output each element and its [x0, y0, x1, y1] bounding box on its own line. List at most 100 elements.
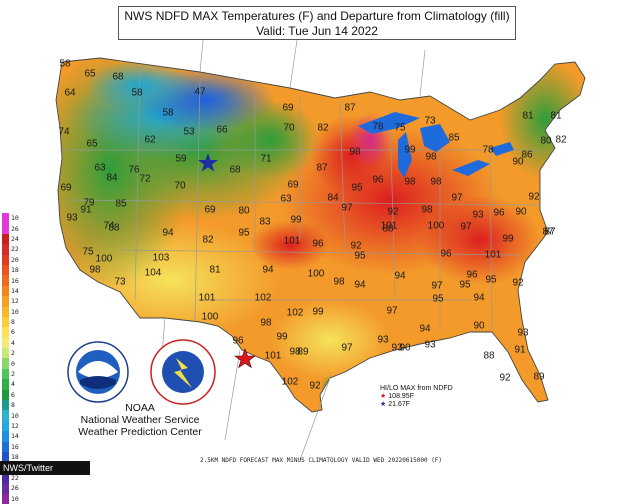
- agency-line2: National Weather Service: [80, 414, 200, 426]
- agency-line3: Weather Prediction Center: [78, 426, 202, 438]
- city-temp-label: 85: [115, 198, 127, 210]
- legend-swatch: [2, 254, 9, 265]
- city-temp-label: 96: [493, 207, 505, 219]
- city-temp-label: 101: [198, 292, 216, 304]
- city-temp-label: 87: [544, 226, 556, 238]
- city-temp-label: 66: [216, 124, 228, 136]
- city-temp-label: 87: [316, 162, 328, 174]
- legend-row: 14: [2, 285, 28, 297]
- legend-row: 12: [2, 420, 28, 432]
- city-temp-label: 99: [404, 144, 416, 156]
- legend-swatch: [2, 493, 9, 504]
- legend-label: 26: [11, 484, 19, 493]
- hilo-box: HI/LO MAX from NDFD ★ 108.95F ★ 21.67F: [380, 385, 453, 409]
- city-temp-label: 91: [514, 344, 526, 356]
- city-temp-label: 69: [287, 179, 299, 191]
- city-temp-label: 92: [528, 191, 540, 203]
- city-temp-label: 89: [533, 371, 545, 383]
- city-temp-label: 93: [424, 339, 436, 351]
- city-temp-label: 90: [515, 206, 527, 218]
- city-temp-label: 102: [281, 376, 299, 388]
- city-temp-label: 100: [427, 220, 445, 232]
- city-temp-label: 98: [260, 317, 272, 329]
- city-temp-label: 101: [380, 220, 398, 232]
- city-temp-label: 69: [204, 204, 216, 216]
- city-temp-label: 75: [82, 246, 94, 258]
- legend-label: 12: [11, 297, 19, 306]
- legend-swatch: [2, 275, 9, 286]
- legend-row: 0: [2, 358, 28, 369]
- legend-row: 4: [2, 379, 28, 390]
- city-temp-label: 70: [174, 180, 186, 192]
- legend-row: 2: [2, 348, 28, 359]
- legend-label: 22: [11, 473, 19, 482]
- legend-swatch: [2, 306, 9, 317]
- legend-swatch: [2, 368, 9, 380]
- city-temp-label: 81: [550, 110, 562, 122]
- city-temp-label: 90: [512, 156, 524, 168]
- city-temp-label: 101: [484, 249, 502, 261]
- legend-label: 8: [11, 318, 15, 327]
- credit-label: NWS/Twitter: [0, 461, 90, 475]
- city-temp-label: 81: [522, 110, 534, 122]
- hilo-low-value: 21.67F: [388, 401, 411, 408]
- agency-line1: NOAA: [125, 402, 155, 414]
- city-temp-label: 75: [394, 122, 406, 134]
- legend-swatch: [2, 296, 9, 307]
- city-temp-label: 47: [194, 86, 206, 98]
- legend-label: 10: [11, 494, 19, 503]
- city-temp-label: 58: [131, 87, 143, 99]
- legend-label: 8: [11, 401, 15, 410]
- legend-row: 8: [2, 316, 28, 328]
- city-temp-label: 96: [466, 269, 478, 281]
- legend-swatch: [2, 264, 9, 276]
- city-temp-label: 88: [483, 350, 495, 362]
- hilo-low-row: ★ 21.67F: [380, 401, 453, 409]
- city-temp-label: 97: [460, 221, 472, 233]
- city-temp-label: 99: [276, 331, 288, 343]
- legend-swatch: [2, 285, 9, 297]
- legend-swatch: [2, 410, 9, 421]
- legend-row: 20: [2, 254, 28, 265]
- city-temp-label: 89: [297, 346, 309, 358]
- legend-swatch: [2, 337, 9, 349]
- legend-row: 6: [2, 389, 28, 401]
- map-title: NWS NDFD MAX Temperatures (F) and Depart…: [118, 6, 516, 40]
- city-temp-label: 104: [144, 267, 162, 279]
- great-lakes: [358, 112, 514, 178]
- city-temp-label: 71: [260, 153, 272, 165]
- legend-label: 12: [11, 422, 19, 430]
- city-temp-label: 86: [521, 149, 533, 161]
- legend-row: 8: [2, 400, 28, 411]
- city-temp-label: 102: [254, 292, 272, 304]
- city-temp-label: 95: [485, 274, 497, 286]
- city-temp-label: 94: [473, 292, 485, 304]
- city-temp-label: 90: [473, 320, 485, 332]
- city-temp-label: 98: [89, 264, 101, 276]
- legend-label: 14: [11, 432, 19, 441]
- city-temp-label: 102: [286, 307, 304, 319]
- city-temp-label: 92: [350, 240, 362, 252]
- city-temp-label: 80: [238, 205, 250, 217]
- legend-label: 4: [11, 380, 15, 389]
- city-temp-label: 100: [95, 253, 113, 265]
- city-temp-label: 59: [175, 153, 187, 165]
- city-temp-label: 98: [430, 176, 442, 188]
- city-temp-label: 87: [344, 102, 356, 114]
- city-temp-label: 70: [283, 122, 295, 134]
- legend-label: 10: [11, 307, 19, 316]
- legend-row: 18: [2, 451, 28, 463]
- city-temp-label: 53: [183, 126, 195, 138]
- legend-swatch: [2, 379, 9, 390]
- city-temp-label: 73: [114, 276, 126, 288]
- city-temp-label: 88: [382, 223, 394, 235]
- legend-row: 14: [2, 431, 28, 442]
- legend-swatch: [2, 431, 9, 442]
- city-temp-label: 94: [162, 227, 174, 239]
- city-temp-label: 84: [327, 192, 339, 204]
- hilo-low-star-icon: ★: [380, 401, 387, 408]
- legend-row: 26: [2, 483, 28, 494]
- city-temp-label: 98: [289, 346, 301, 358]
- city-temp-label: 62: [144, 134, 156, 146]
- city-temp-label: 83: [259, 216, 271, 228]
